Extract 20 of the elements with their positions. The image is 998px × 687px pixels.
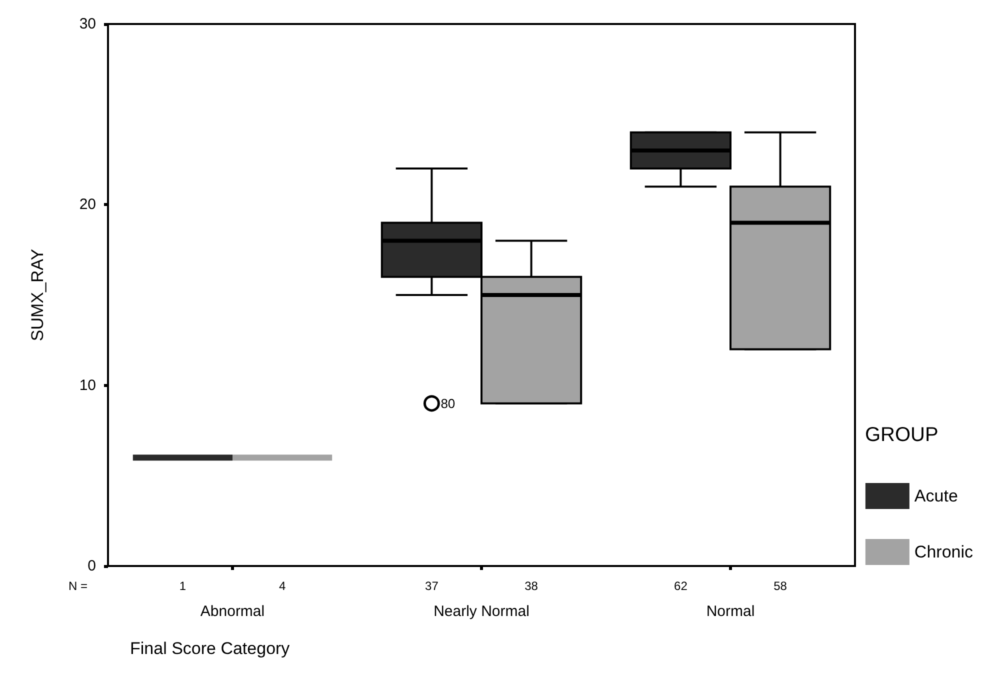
x-tick-label: Abnormal xyxy=(200,603,265,620)
legend-label: Acute xyxy=(914,486,958,506)
legend-label: Chronic xyxy=(914,542,974,562)
x-axis-title: Final Score Category xyxy=(130,639,290,658)
text: 37 xyxy=(425,579,439,593)
x-tick-label: Normal xyxy=(706,603,755,620)
y-tick-label: 30 xyxy=(79,16,96,32)
text: 58 xyxy=(774,579,788,593)
y-tick-label: 0 xyxy=(88,558,96,574)
legend-title: GROUP xyxy=(865,424,938,446)
text: 4 xyxy=(278,579,286,593)
text: N = xyxy=(68,579,88,593)
text: 38 xyxy=(524,579,538,593)
y-tick-label: 10 xyxy=(79,376,96,394)
y-tick-label: 20 xyxy=(79,196,96,214)
annotation: 80 xyxy=(440,396,456,411)
text: 1 xyxy=(179,579,186,593)
text: 62 xyxy=(674,579,688,593)
x-tick-label: Nearly Normal xyxy=(434,603,530,620)
y-axis-title: SUMX_RAY xyxy=(28,248,47,342)
